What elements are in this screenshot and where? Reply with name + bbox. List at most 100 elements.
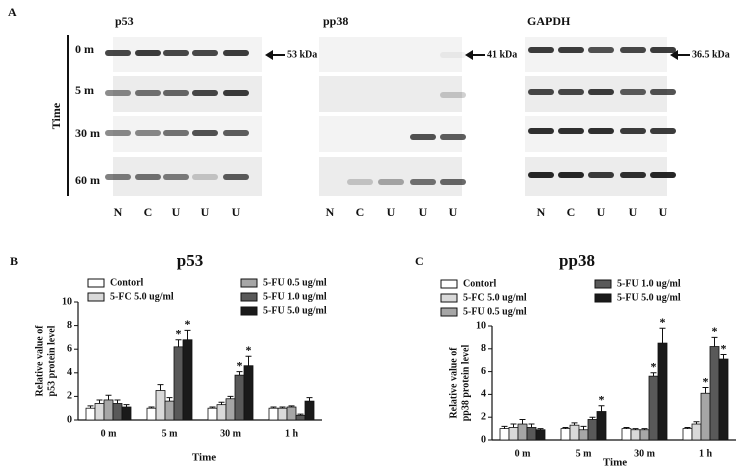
error-bar	[598, 405, 605, 412]
bar	[517, 423, 528, 441]
blot-band	[410, 134, 436, 140]
bar	[499, 428, 510, 441]
legend-label: 5-FU 5.0 ug/ml	[617, 292, 681, 303]
y-tick-label: 10	[62, 296, 72, 307]
blot-band	[528, 47, 554, 53]
error-bar	[227, 395, 234, 399]
x-tick-label: 30 m	[634, 448, 656, 459]
blot-strip	[525, 37, 667, 72]
legend-label: 5-FU 5.0 ug/ml	[263, 305, 327, 316]
blot-band	[135, 50, 161, 56]
significance-star: *	[660, 315, 666, 329]
lane-label: C	[567, 205, 576, 219]
blot-band	[558, 128, 584, 134]
row-label: 5 m	[75, 83, 94, 97]
legend-swatch	[87, 292, 105, 302]
blot-title: GAPDH	[527, 14, 571, 28]
blot-band	[558, 172, 584, 178]
bar	[103, 399, 114, 421]
bar	[85, 407, 96, 421]
x-tick-label: 0 m	[515, 448, 532, 459]
lane-label: U	[449, 205, 458, 219]
y-axis-label: p53 protein level	[46, 325, 57, 396]
bar	[700, 392, 711, 441]
lane-label: N	[114, 205, 123, 219]
legend-label: 5-FU 1.0 ug/ml	[617, 278, 681, 289]
legend-swatch	[240, 292, 258, 302]
significance-star: *	[599, 393, 605, 407]
bar	[709, 346, 720, 441]
error-bar	[245, 355, 252, 366]
legend-label: 5-FU 0.5 ug/ml	[263, 277, 327, 288]
marker-arrowhead	[465, 50, 473, 60]
blot-band	[105, 50, 131, 56]
y-tick-label: 8	[67, 320, 72, 331]
blot-band	[620, 172, 646, 178]
marker-label: 53 kDa	[287, 49, 317, 60]
blot-band	[105, 174, 131, 180]
error-bar	[288, 405, 295, 408]
legend-swatch	[594, 293, 612, 303]
error-bar	[720, 354, 727, 360]
x-tick-label: 1 h	[285, 428, 299, 439]
lane-label: U	[232, 205, 241, 219]
error-bar	[702, 387, 709, 394]
error-bar	[580, 425, 587, 430]
blot-band	[588, 89, 614, 95]
y-axis-label: Relative value of	[448, 347, 459, 419]
error-bar	[501, 425, 508, 429]
blot-band	[105, 130, 131, 136]
significance-star: *	[712, 324, 718, 338]
bar	[216, 404, 227, 421]
error-bar	[659, 327, 666, 344]
bar	[94, 403, 105, 421]
bar	[304, 400, 315, 421]
error-bar	[96, 399, 103, 404]
blot-strip	[319, 157, 462, 196]
error-bar	[632, 428, 639, 430]
bar	[173, 346, 184, 421]
x-axis-label: Time	[192, 452, 216, 464]
blot-band	[650, 47, 676, 53]
bar	[508, 427, 519, 441]
blot-band	[528, 172, 554, 178]
y-axis-label: pp38 protein level	[460, 345, 471, 422]
bar	[682, 428, 693, 441]
legend-label: 5-FU 1.0 ug/ml	[263, 291, 327, 302]
blot-band	[620, 89, 646, 95]
blot-band	[223, 130, 249, 136]
error-bar	[209, 406, 216, 409]
x-tick-label: 5 m	[162, 428, 179, 439]
chart-title: p53	[177, 251, 203, 270]
error-bar	[123, 404, 130, 408]
y-tick-label: 8	[481, 343, 486, 354]
blot-band	[163, 174, 189, 180]
legend-swatch	[240, 278, 258, 288]
blot-band	[192, 130, 218, 136]
significance-star: *	[185, 317, 191, 331]
y-tick-label: 0	[67, 414, 72, 425]
y-tick-label: 0	[481, 434, 486, 445]
blot-band	[558, 89, 584, 95]
bar	[648, 375, 659, 441]
significance-star: *	[246, 343, 252, 357]
x-tick-label: 1 h	[699, 448, 713, 459]
blot-band	[440, 52, 466, 58]
blot-band	[192, 174, 218, 180]
y-tick-label: 4	[67, 367, 72, 378]
legend-label: Contorl	[463, 278, 497, 289]
blot-strip	[319, 76, 462, 112]
bar	[268, 407, 279, 421]
error-bar	[589, 416, 596, 420]
blot-band	[105, 90, 131, 96]
panel-label: A	[8, 5, 17, 19]
blot-band	[135, 130, 161, 136]
blot-band	[620, 47, 646, 53]
legend-swatch	[87, 278, 105, 288]
panel-label: B	[10, 254, 18, 268]
bar	[718, 358, 729, 441]
blot-strip	[319, 116, 462, 152]
y-tick-label: 4	[481, 389, 486, 400]
error-bar	[166, 397, 173, 402]
